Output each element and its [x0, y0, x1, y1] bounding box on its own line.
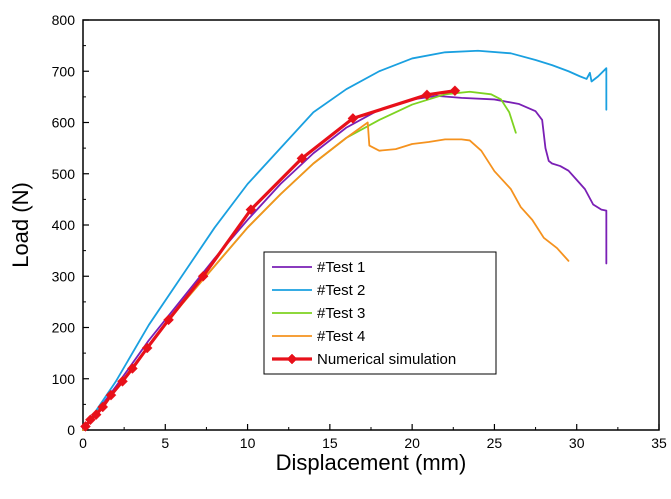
data-point	[117, 375, 128, 387]
series-4	[82, 121, 570, 431]
x-tick-label: 35	[651, 435, 667, 451]
y-tick-label: 200	[52, 320, 76, 336]
data-point	[127, 363, 138, 374]
series-line	[82, 121, 570, 431]
data-point	[141, 342, 153, 354]
x-tick-label: 30	[569, 435, 585, 451]
y-tick-label: 600	[52, 115, 76, 131]
data-point	[296, 153, 308, 164]
legend-item: #Test 4	[272, 328, 365, 345]
x-tick-label: 25	[487, 435, 503, 451]
data-point	[80, 421, 91, 432]
data-point	[449, 85, 461, 97]
legend-marker	[286, 353, 298, 365]
y-tick-label: 500	[52, 166, 76, 182]
x-tick-label: 5	[161, 435, 169, 451]
x-tick-label: 10	[240, 435, 256, 451]
data-point	[90, 409, 102, 420]
y-tick-label: 400	[52, 217, 76, 233]
legend-item: Numerical simulation	[272, 351, 456, 368]
data-point	[163, 314, 174, 326]
x-tick-label: 20	[404, 435, 420, 451]
axes: 0 5 10 15 20 25 30 35 0 100 200 300 400 500 600 700 800	[52, 12, 667, 451]
data-point	[85, 414, 96, 426]
x-tick-label: 15	[322, 435, 338, 451]
data-point	[347, 113, 359, 124]
x-axis-title: Displacement (mm)	[276, 450, 467, 475]
y-tick-label: 100	[52, 371, 76, 387]
data-point	[105, 389, 117, 401]
y-tick-label: 800	[52, 12, 76, 28]
data-point	[421, 89, 433, 101]
legend-label: Numerical simulation	[317, 351, 456, 368]
y-tick-label: 300	[52, 268, 76, 284]
series-line	[82, 49, 608, 431]
legend-item: #Test 1	[272, 259, 365, 276]
legend-label: #Test 4	[317, 328, 365, 345]
legend-item: #Test 2	[272, 282, 365, 299]
series-2	[82, 49, 608, 431]
legend-label: #Test 3	[317, 305, 365, 322]
series-layer	[80, 49, 608, 432]
data-point	[97, 401, 109, 413]
data-point	[197, 270, 209, 282]
x-tick-label: 0	[79, 435, 87, 451]
series-5	[80, 85, 461, 432]
y-tick-label: 0	[67, 422, 75, 438]
legend-label: #Test 2	[317, 282, 365, 299]
y-tick-label: 700	[52, 63, 76, 79]
legend: #Test 1 #Test 2 #Test 3 #Test 4 Numerical si…	[263, 251, 497, 375]
legend-item: #Test 3	[272, 305, 365, 322]
data-point	[245, 204, 257, 215]
legend-label: #Test 1	[317, 259, 365, 276]
y-axis-title: Load (N)	[8, 182, 33, 268]
